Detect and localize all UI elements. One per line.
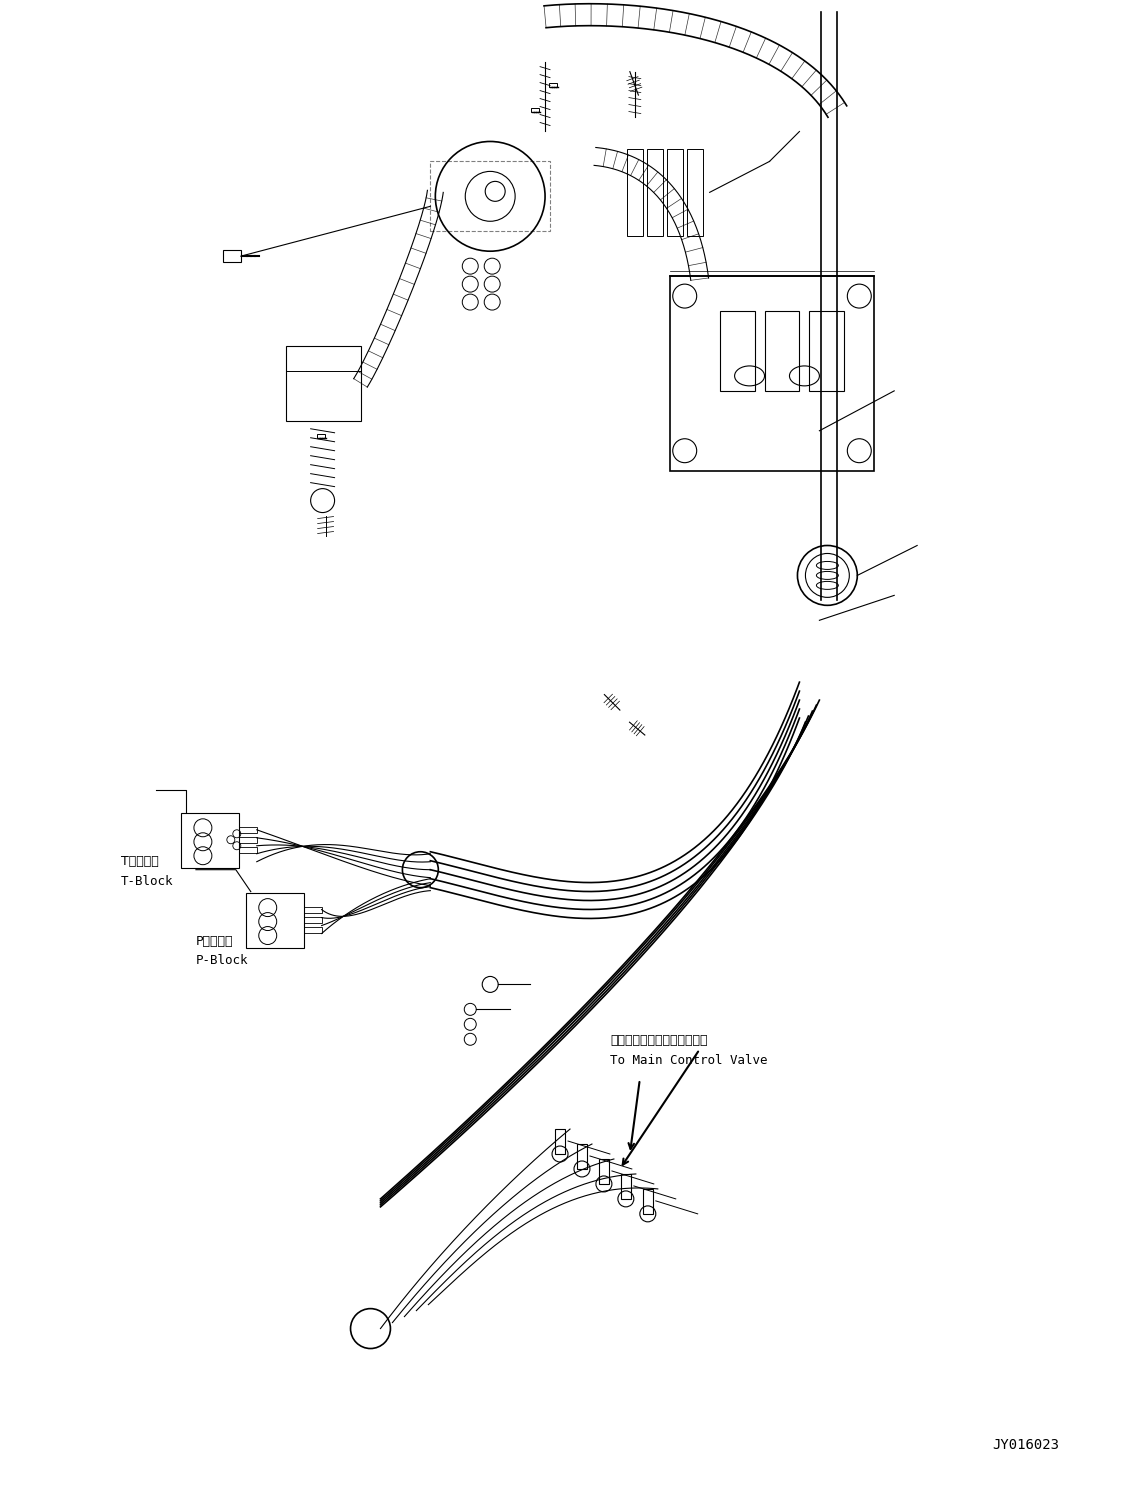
Text: To Main Control Valve: To Main Control Valve [610, 1054, 767, 1068]
Bar [549, 82, 557, 86]
Bar [555, 1129, 565, 1154]
Bar [286, 345, 360, 421]
Bar [765, 311, 799, 390]
Bar [304, 926, 321, 932]
Text: Pブロック: Pブロック [195, 935, 233, 947]
Bar [809, 311, 845, 390]
Bar [720, 311, 754, 390]
Text: Tブロック: Tブロック [121, 855, 159, 868]
Text: メインコントロールバルブへ: メインコントロールバルブへ [610, 1035, 708, 1047]
Text: P-Block: P-Block [195, 954, 248, 968]
Bar [239, 847, 257, 853]
Bar [246, 892, 304, 947]
Bar [239, 826, 257, 832]
Bar [181, 813, 239, 868]
Bar [670, 275, 874, 471]
Bar [431, 161, 550, 231]
Text: JY016023: JY016023 [992, 1438, 1058, 1452]
Bar [577, 1144, 588, 1169]
Bar [304, 907, 321, 913]
Bar [666, 149, 682, 237]
Bar [687, 149, 703, 237]
Bar [304, 917, 321, 923]
Bar [626, 149, 642, 237]
Bar [647, 149, 663, 237]
Bar [223, 250, 241, 262]
Bar [239, 837, 257, 843]
Bar [642, 1188, 653, 1214]
Bar [621, 1173, 631, 1199]
Bar [317, 433, 325, 438]
Bar [531, 107, 539, 112]
Bar [599, 1158, 609, 1184]
Text: T-Block: T-Block [121, 874, 174, 887]
